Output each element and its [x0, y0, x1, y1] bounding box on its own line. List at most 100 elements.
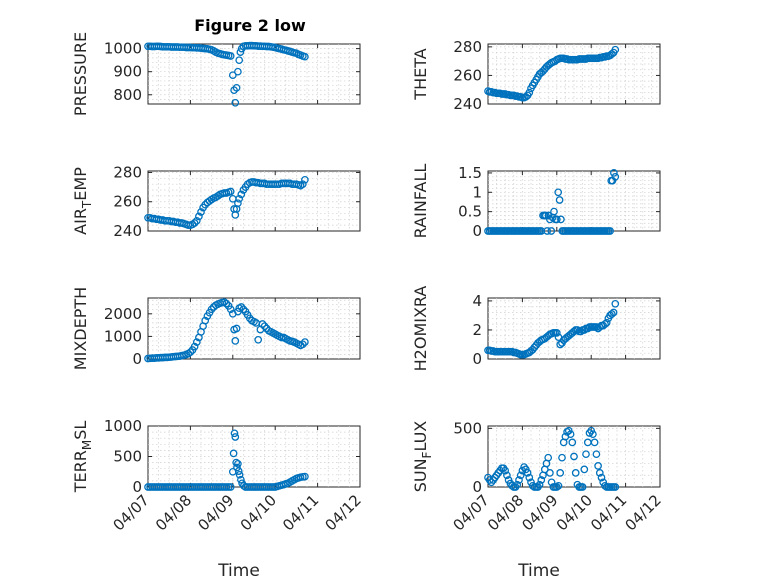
y-axis-label: MIXDEPTH: [71, 287, 90, 370]
data-point: [558, 453, 566, 462]
data-point: [554, 188, 563, 197]
data-point: [601, 320, 609, 328]
data-point: [226, 305, 235, 314]
y-tick-label: 1: [472, 183, 482, 201]
data-point: [207, 305, 216, 314]
data-point: [237, 190, 246, 199]
data-point: [578, 483, 587, 491]
data-point: [544, 453, 553, 462]
x-tick-label: 04/11: [279, 491, 322, 534]
data-point: [186, 348, 195, 357]
data-point: [544, 211, 553, 220]
data-point: [555, 196, 564, 204]
data-point: [554, 481, 563, 490]
data-point: [226, 187, 235, 196]
y-axis-label: TERRMSL: [71, 421, 94, 494]
data-point: [237, 475, 245, 484]
data-point: [197, 208, 205, 216]
panel-0: 800 900 1000 PRESSURE: [71, 32, 361, 116]
x-tick-label: 04/08: [484, 491, 527, 534]
x-tick-label: 04/09: [194, 491, 237, 534]
x-tick-label: 04/09: [518, 491, 561, 534]
y-tick-label: 500: [453, 419, 482, 437]
figure-title: Figure 2 low: [194, 16, 306, 35]
data-point: [254, 335, 263, 344]
data-point: [525, 88, 534, 97]
data-point: [592, 323, 601, 331]
data-point: [552, 215, 561, 224]
x-tick-label: 04/08: [152, 491, 195, 534]
data-point: [298, 180, 307, 189]
x-tick-label: 04/07: [450, 491, 493, 534]
data-point: [595, 469, 604, 477]
data-point: [192, 216, 201, 225]
data-point: [222, 299, 231, 308]
x-tick-label: 04/12: [622, 491, 665, 534]
data-point: [192, 338, 201, 346]
y-tick-label: 0: [472, 478, 482, 496]
x-tick-label: 04/10: [553, 491, 596, 534]
y-tick-label: 280: [113, 163, 142, 181]
data-point: [597, 473, 606, 482]
data-point: [234, 467, 243, 475]
data-point: [231, 433, 240, 441]
data-point: [201, 316, 210, 325]
panel-6: 0 500 1000 04/07 04/08 04/09 04/10 04/11 04/12 Ti…: [71, 417, 365, 581]
data-point: [298, 340, 307, 349]
y-tick-label: 0: [132, 478, 142, 496]
y-axis-label: SUNFLUX: [411, 421, 434, 493]
data-point: [301, 472, 309, 481]
data-point: [236, 48, 245, 56]
y-tick-label: 2000: [104, 305, 142, 323]
data-point: [610, 169, 618, 177]
data-point: [592, 450, 601, 459]
data-point: [515, 476, 523, 484]
data-point: [229, 449, 238, 458]
data-point: [523, 469, 532, 477]
data-point: [195, 212, 203, 221]
data-point: [301, 52, 309, 61]
data-point: [258, 320, 267, 328]
data-point: [547, 227, 556, 235]
y-tick-label: 280: [453, 38, 482, 56]
data-point: [235, 194, 244, 203]
data-point: [190, 219, 199, 227]
y-tick-label: 240: [113, 222, 142, 240]
data-point: [301, 175, 309, 184]
x-tick-label: 04/11: [587, 491, 630, 534]
panel-5: 0 2 4 H2OMIXRA: [411, 286, 661, 372]
data-point: [301, 338, 309, 346]
data-point: [525, 473, 534, 482]
data-point: [234, 199, 242, 208]
y-tick-label: 2: [472, 321, 482, 339]
data-point: [528, 481, 537, 490]
data-point: [571, 469, 580, 477]
panel-3: 00.5 11.5 RAINFALL: [411, 164, 661, 240]
data-point: [235, 56, 244, 65]
y-tick-label: 240: [453, 95, 482, 113]
data-point: [513, 480, 522, 489]
data-point: [543, 227, 552, 235]
y-tick-label: 500: [113, 448, 142, 466]
y-tick-label: 0: [472, 222, 482, 240]
data-point: [607, 310, 616, 318]
y-axis-label: PRESSURE: [71, 32, 90, 116]
y-axis-label: H2OMIXRA: [411, 286, 430, 372]
data-point: [234, 67, 242, 76]
data-point: [535, 480, 544, 489]
data-point: [230, 429, 239, 438]
data-point: [550, 207, 558, 216]
data-point: [222, 483, 231, 491]
y-tick-label: 900: [113, 63, 142, 81]
data-point: [589, 430, 597, 439]
y-tick-label: 0: [132, 350, 142, 368]
data-point: [235, 470, 244, 479]
data-point: [260, 322, 269, 331]
axes-box: [487, 425, 661, 488]
data-point: [501, 466, 510, 475]
data-point: [516, 471, 525, 480]
data-point: [503, 471, 511, 480]
